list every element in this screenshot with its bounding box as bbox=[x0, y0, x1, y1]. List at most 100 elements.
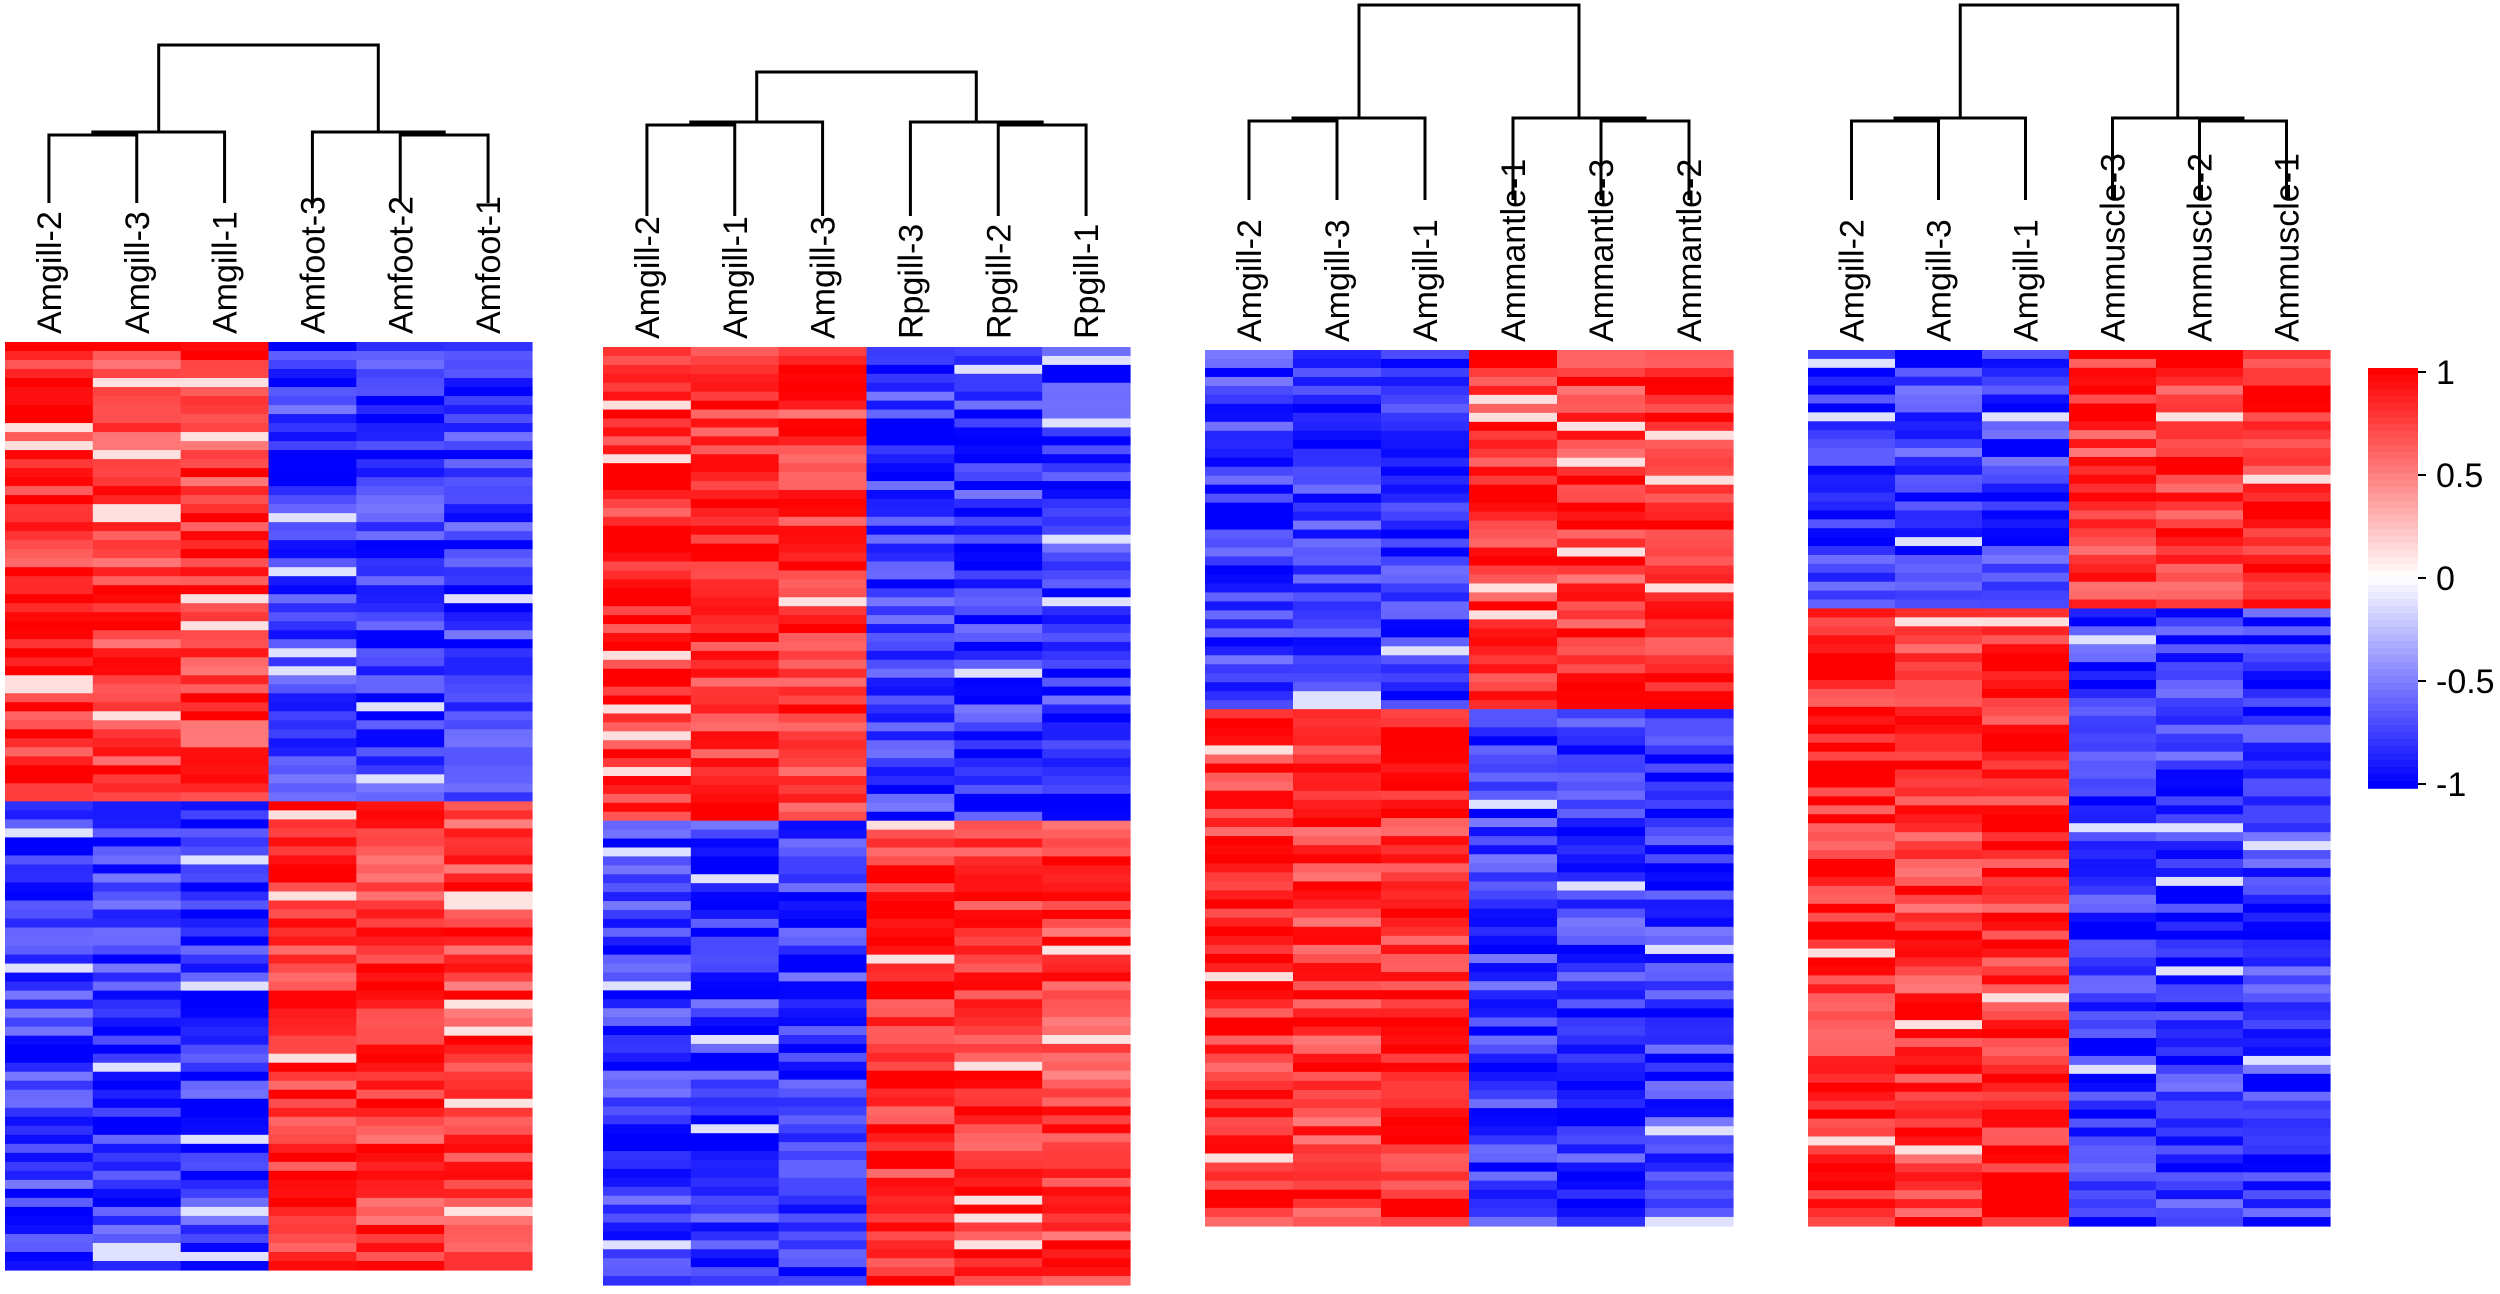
heatmap-cell bbox=[5, 918, 94, 929]
heatmap-cell bbox=[180, 1251, 270, 1262]
heatmap-cell bbox=[1557, 1153, 1646, 1164]
heatmap-cell bbox=[954, 999, 1043, 1009]
heatmap-cell bbox=[1895, 1002, 1983, 1012]
heatmap-cell bbox=[1645, 999, 1734, 1009]
heatmap-cell bbox=[1205, 817, 1294, 828]
heatmap-cell bbox=[1469, 763, 1558, 774]
heatmap-cell bbox=[778, 802, 868, 813]
heatmap-cell bbox=[1381, 547, 1470, 558]
heatmap-cell bbox=[1895, 456, 1983, 467]
heatmap-cell bbox=[92, 576, 182, 586]
heatmap-cell bbox=[603, 454, 692, 464]
heatmap-cell bbox=[356, 1161, 445, 1172]
heatmap-cell bbox=[2156, 644, 2244, 654]
heatmap-cell bbox=[268, 999, 357, 1010]
heatmap-cell bbox=[1557, 439, 1646, 450]
heatmap-cell bbox=[444, 1107, 533, 1118]
heatmap-cell bbox=[5, 837, 94, 848]
heatmap-cell bbox=[1381, 610, 1470, 620]
heatmap-cell bbox=[92, 864, 182, 875]
heatmap-cell bbox=[2156, 1064, 2244, 1075]
heatmap-cell bbox=[1808, 671, 1896, 681]
heatmap-cell bbox=[1808, 814, 1896, 824]
heatmap-cell bbox=[2069, 1046, 2157, 1057]
heatmap-cell bbox=[356, 963, 445, 974]
heatmap-cell bbox=[866, 820, 955, 831]
heatmap-cell bbox=[1469, 772, 1558, 783]
heatmap-cell bbox=[1557, 421, 1646, 432]
heatmap-cell bbox=[444, 450, 533, 460]
heatmap-cell bbox=[356, 1062, 445, 1073]
heatmap-cell bbox=[1293, 1008, 1382, 1019]
heatmap-cell bbox=[356, 756, 445, 766]
heatmap-cell bbox=[1381, 601, 1470, 611]
heatmap-cell bbox=[5, 612, 94, 622]
heatmap-cell bbox=[1557, 808, 1646, 819]
heatmap-cell bbox=[1293, 854, 1382, 864]
heatmap-cell bbox=[180, 990, 270, 1001]
heatmap-cell bbox=[1645, 953, 1734, 964]
heatmap-cell bbox=[2243, 448, 2331, 458]
heatmap-cell bbox=[1381, 872, 1470, 883]
heatmap-cell bbox=[180, 756, 270, 766]
heatmap-cell bbox=[1982, 697, 2070, 708]
heatmap-cell bbox=[954, 1213, 1043, 1224]
heatmap-cell bbox=[954, 722, 1043, 732]
heatmap-cell bbox=[2156, 697, 2244, 708]
heatmap-cell bbox=[1808, 939, 1896, 950]
heatmap-cell bbox=[690, 945, 780, 956]
dendrogram-link bbox=[398, 133, 490, 203]
heatmap-cell bbox=[1895, 376, 1983, 387]
heatmap-cell bbox=[92, 522, 182, 532]
heatmap-cell bbox=[866, 838, 955, 849]
heatmap-cell bbox=[1808, 1073, 1896, 1084]
heatmap-cell bbox=[1205, 881, 1294, 892]
heatmap-cell bbox=[603, 1168, 692, 1179]
heatmap-cell bbox=[356, 648, 445, 658]
heatmap-cell bbox=[1808, 1127, 1896, 1138]
heatmap-cell bbox=[180, 684, 270, 694]
heatmap-cell bbox=[268, 522, 357, 532]
heatmap-cell bbox=[356, 378, 445, 388]
heatmap-cell bbox=[1982, 581, 2070, 592]
heatmap-cell bbox=[1808, 859, 1896, 869]
heatmap-cell bbox=[603, 597, 692, 607]
heatmap-cell bbox=[866, 382, 955, 393]
heatmap-cell bbox=[1469, 1062, 1558, 1073]
heatmap-cell bbox=[866, 695, 955, 706]
heatmap-cell bbox=[356, 954, 445, 965]
heatmap-cell bbox=[2069, 1190, 2157, 1200]
heatmap-cell bbox=[954, 990, 1043, 1000]
heatmap-cell bbox=[444, 648, 533, 658]
heatmap-cell bbox=[603, 1159, 692, 1170]
heatmap-cell bbox=[603, 963, 692, 974]
heatmap-cell bbox=[2069, 1082, 2157, 1093]
heatmap-cell bbox=[866, 1177, 955, 1188]
heatmap-cell bbox=[603, 1222, 692, 1233]
heatmap-cell bbox=[778, 820, 868, 831]
heatmap-cell bbox=[1293, 845, 1382, 855]
heatmap-cell bbox=[690, 1061, 780, 1072]
heatmap-cell bbox=[1042, 463, 1131, 473]
heatmap-cell bbox=[2069, 715, 2157, 726]
heatmap-cell bbox=[1982, 644, 2070, 654]
heatmap-cell bbox=[5, 1260, 94, 1271]
colorbar-segment bbox=[2368, 613, 2418, 621]
heatmap-cell bbox=[1381, 412, 1470, 423]
heatmap-cell bbox=[690, 1133, 780, 1143]
heatmap-cell bbox=[1293, 944, 1382, 955]
heatmap-cell bbox=[356, 1242, 445, 1253]
heatmap-cell bbox=[1469, 990, 1558, 1000]
heatmap-cell bbox=[444, 1242, 533, 1253]
heatmap-cell bbox=[690, 659, 780, 670]
heatmap-cell bbox=[778, 1124, 868, 1134]
heatmap-cell bbox=[1808, 706, 1896, 717]
heatmap-cell bbox=[1381, 682, 1470, 692]
heatmap-cell bbox=[2069, 510, 2157, 520]
heatmap-cell bbox=[92, 1170, 182, 1181]
heatmap-cell bbox=[2156, 1109, 2244, 1120]
heatmap-cell bbox=[778, 963, 868, 974]
heatmap-cell bbox=[1645, 682, 1734, 692]
heatmap-cell bbox=[92, 549, 182, 559]
heatmap-cell bbox=[268, 900, 357, 911]
